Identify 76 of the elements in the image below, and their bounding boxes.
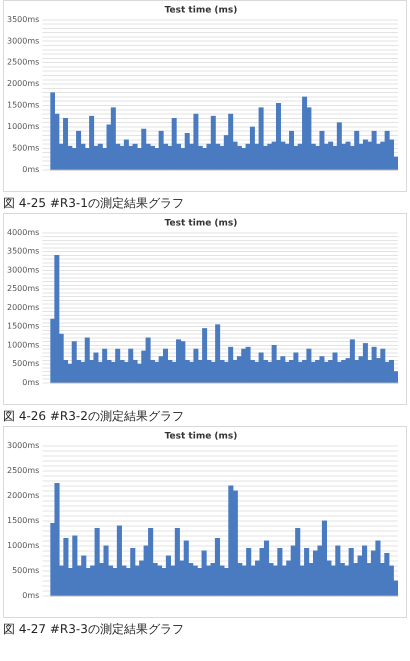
bar <box>150 146 155 170</box>
bar <box>375 540 380 596</box>
bar <box>202 328 208 383</box>
bar <box>202 148 208 170</box>
bar <box>193 348 198 383</box>
chart-title: Test time (ms) <box>164 218 238 229</box>
bar <box>115 348 120 383</box>
bar <box>258 352 264 383</box>
bar <box>128 348 134 383</box>
y-tick-label: 1000ms <box>6 340 40 350</box>
y-tick-label: 2500ms <box>6 284 40 294</box>
bar <box>210 116 216 170</box>
bar <box>258 107 264 170</box>
bar <box>264 540 270 596</box>
bar <box>328 142 334 170</box>
y-tick-label: 3000ms <box>6 440 40 450</box>
bar <box>354 130 360 170</box>
bar <box>54 254 60 383</box>
bar <box>241 348 246 383</box>
chart-title: Test time (ms) <box>164 432 238 442</box>
y-tick-label: 3000ms <box>6 265 40 274</box>
bar <box>146 337 151 383</box>
bar <box>184 133 190 170</box>
y-tick-label: 1000ms <box>6 122 40 132</box>
caption: 図 4-26 #R3-2の測定結果グラフ <box>3 408 185 425</box>
bar <box>54 482 60 596</box>
y-tick-label: 1000ms <box>6 540 40 550</box>
bar <box>306 348 312 383</box>
bar <box>319 130 324 170</box>
bar <box>93 352 98 383</box>
bar <box>103 545 109 596</box>
y-tick-label: 0ms <box>22 378 40 387</box>
y-tick-label: 0ms <box>22 164 40 174</box>
y-tick-label: 2500ms <box>6 466 40 475</box>
y-tick-label: 1500ms <box>6 322 40 331</box>
bar <box>84 337 90 383</box>
bar <box>241 148 246 170</box>
bar <box>130 548 136 596</box>
y-tick-label: 2500ms <box>6 58 40 67</box>
bar <box>250 126 255 170</box>
bar <box>322 520 328 596</box>
bar <box>388 360 394 383</box>
y-tick-label: 500ms <box>12 566 40 575</box>
bar <box>332 352 338 383</box>
caption: 図 4-27 #R3-3の測定結果グラフ <box>3 621 185 638</box>
y-tick-label: 3500ms <box>6 14 40 24</box>
bar <box>89 116 94 170</box>
y-tick-label: 4000ms <box>6 228 40 237</box>
bar <box>102 348 108 383</box>
chart-title: Test time (ms) <box>164 6 238 16</box>
bar <box>272 344 277 383</box>
y-tick-label: 2000ms <box>6 490 40 500</box>
bar <box>166 555 171 596</box>
bar <box>158 130 164 170</box>
y-tick-label: 0ms <box>22 590 40 600</box>
y-tick-label: 500ms <box>12 143 40 152</box>
bar <box>215 324 220 383</box>
y-tick-label: 1500ms <box>6 100 40 110</box>
bar <box>63 538 68 596</box>
bar <box>110 107 116 170</box>
bar <box>172 118 177 170</box>
y-tick-label: 3000ms <box>6 36 40 46</box>
bar <box>228 114 234 170</box>
y-tick-label: 500ms <box>12 359 40 368</box>
bar <box>214 538 220 596</box>
y-tick-label: 2000ms <box>6 79 40 88</box>
bar <box>228 346 234 383</box>
y-tick-label: 2000ms <box>6 302 40 312</box>
bar <box>384 130 390 170</box>
bar <box>72 341 77 383</box>
caption: 図 4-25 #R3-1の測定結果グラフ <box>3 195 185 212</box>
y-tick-label: 3500ms <box>6 246 40 256</box>
bar <box>174 528 180 596</box>
bar <box>319 356 324 383</box>
bar <box>277 548 282 596</box>
y-tick-label: 1500ms <box>6 516 40 525</box>
